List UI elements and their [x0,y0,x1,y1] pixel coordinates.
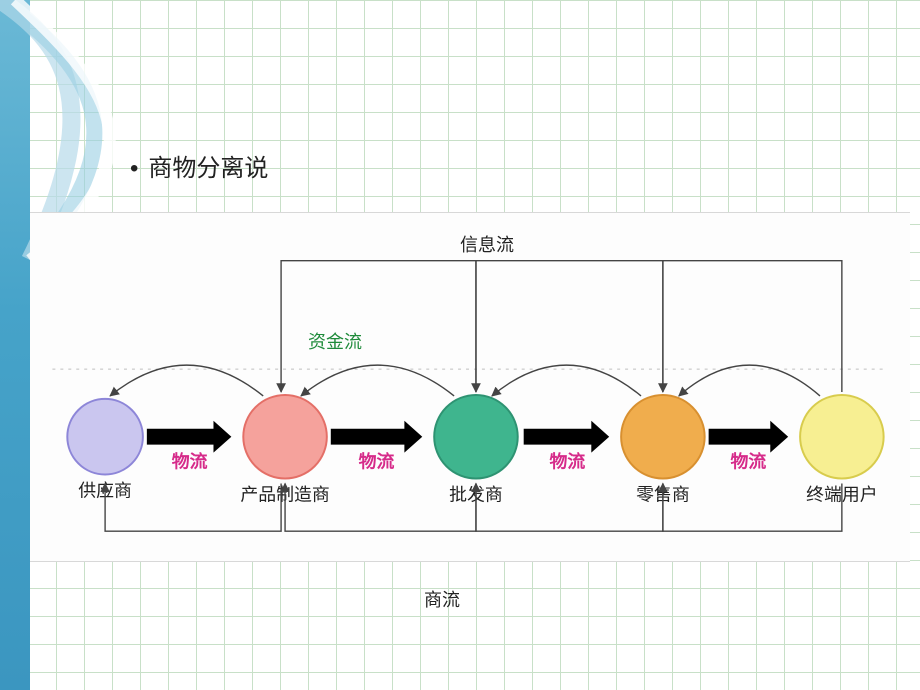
svg-text:物流: 物流 [359,451,395,472]
flow-diagram: 信息流 资金流 供应商产品制造商批发商零售商终端用户物流物流物流物流 [30,212,910,562]
svg-text:物流: 物流 [731,451,767,472]
svg-text:物流: 物流 [172,451,208,472]
diagram-svg: 供应商产品制造商批发商零售商终端用户物流物流物流物流 [30,213,910,561]
left-accent-strip [0,0,30,690]
slide-title: • 商物分离说 [130,148,268,183]
title-text: 商物分离说 [148,155,268,182]
svg-text:物流: 物流 [550,451,586,472]
bullet-icon: • [130,155,138,182]
business-flow-label: 商流 [424,586,460,612]
